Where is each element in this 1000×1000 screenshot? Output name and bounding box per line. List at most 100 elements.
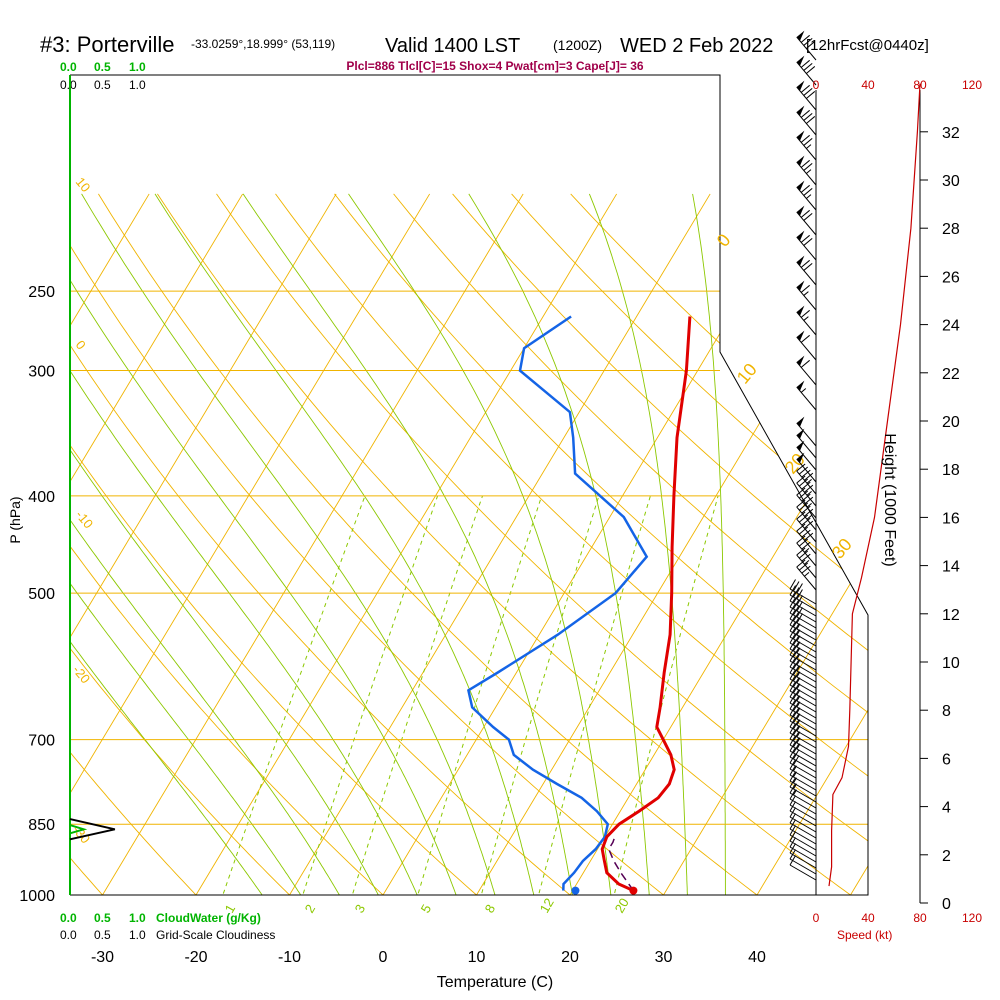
moist-adiabat-line [70, 193, 427, 895]
height-tick-label: 18 [942, 462, 960, 479]
wind-barb [789, 849, 817, 875]
thermo-background-lines [70, 193, 868, 895]
top-cloudwater-tick: 1.0 [129, 60, 146, 74]
wind-barb [796, 280, 817, 311]
cloudiness-label: Grid-Scale Cloudiness [156, 928, 275, 942]
moist-adiabat-line [242, 193, 577, 895]
dry-adiabat-line [275, 193, 868, 895]
height-tick-label: 28 [942, 221, 960, 238]
wind-barb [789, 843, 817, 869]
top-cloudiness-tick: 0.0 [60, 78, 77, 92]
surface-temperature-marker [629, 886, 638, 895]
speed-tick-label-top: 120 [962, 78, 982, 92]
bottom-cloudiness-tick: 1.0 [129, 928, 146, 942]
moist-adiabat-line [81, 193, 502, 895]
wind-barb [796, 380, 817, 411]
mixing-ratio-label: 8 [482, 902, 499, 916]
wind-barb [796, 230, 817, 261]
mixing-ratio-line [532, 495, 651, 895]
wind-barb [796, 559, 817, 591]
stability-indices: Plcl=886 Tlcl[C]=15 Shox=4 Pwat[cm]=3 Ca… [346, 59, 643, 73]
dry-adiabat-line [216, 193, 868, 895]
dewpoint-profile-line [466, 315, 649, 891]
wind-barb [796, 523, 817, 555]
dry-adiabat-line [70, 193, 123, 895]
wind-speed-profile-line [828, 83, 921, 887]
plot-frame [70, 74, 869, 896]
isotherm-label: 10 [733, 359, 761, 387]
dry-adiabat-line [70, 193, 596, 895]
x-axis-label: Temperature (C) [437, 974, 553, 991]
height-tick-label: 0 [942, 896, 951, 913]
cloudiness-profile [69, 818, 116, 841]
wind-barb [789, 579, 817, 605]
wind-barbs [789, 30, 817, 881]
speed-tick-label-bottom: 120 [962, 911, 982, 925]
mixing-ratio-label: 3 [352, 902, 369, 916]
wind-barb [796, 305, 817, 336]
wind-barb [796, 155, 817, 186]
mixing-ratio-label: 2 [302, 902, 319, 916]
isotherm-line [264, 193, 711, 895]
pressure-tick-label: 850 [28, 817, 55, 834]
wind-barb [796, 130, 817, 161]
wind-barb [796, 440, 817, 471]
top-cloudiness-tick: 0.5 [94, 78, 111, 92]
dry-adiabat-line [393, 193, 868, 895]
isotherm-line [357, 193, 805, 895]
height-tick-label: 24 [942, 318, 960, 335]
dry-adiabat-line [70, 193, 407, 895]
moist-adiabat-line [70, 193, 465, 895]
isotherm-line [825, 193, 868, 895]
forecast-date: WED 2 Feb 2022 [620, 35, 773, 57]
height-tick-label: 32 [942, 125, 960, 142]
cloud-profile [69, 818, 116, 841]
wind-barb [796, 255, 817, 286]
pressure-tick-label: 1000 [19, 888, 55, 905]
isotherm-line [70, 193, 150, 895]
dry-adiabat-line [511, 193, 868, 895]
top-cloudwater-tick: 0.0 [60, 60, 77, 74]
mixing-ratio-label: 20 [612, 895, 632, 915]
mixing-ratio-line [215, 495, 366, 895]
wind-barb [796, 463, 817, 495]
temperature-tick-label: -30 [91, 949, 114, 966]
moist-adiabat-line [468, 193, 652, 895]
speed-tick-label-bottom: 40 [861, 911, 875, 925]
height-axis-label: Height (1000 Feet) [881, 433, 898, 566]
mixing-ratio-line [295, 495, 439, 895]
mixing-ratio-line [474, 495, 600, 895]
height-tick-label: 30 [942, 173, 960, 190]
dry-adiabat-label: -20 [70, 662, 94, 686]
temperature-profile-line [600, 316, 692, 892]
wind-barb [796, 30, 817, 61]
speed-tick-label-bottom: 0 [813, 911, 820, 925]
bottom-cloudwater-tick: 0.0 [60, 911, 77, 925]
dry-adiabat-line [70, 193, 217, 895]
wind-barb [796, 105, 817, 136]
forecast-hour: [12hrFcst@0440z] [806, 37, 929, 54]
temperature-tick-label: -20 [184, 949, 207, 966]
height-tick-label: 22 [942, 366, 960, 383]
temperature-tick-label: 20 [561, 949, 579, 966]
moist-adiabat-line [70, 193, 278, 895]
dry-adiabat-line [70, 193, 312, 895]
wind-barb [796, 355, 817, 386]
temperature-tick-label: 0 [379, 949, 388, 966]
wind-barb [796, 511, 817, 543]
top-cloudwater-tick: 0.5 [94, 60, 111, 74]
isotherm-label: 30 [828, 534, 856, 562]
moist-adiabat-line [692, 193, 726, 895]
top-cloud-scales: 0.0 0.5 1.0 0.0 0.5 1.0 [60, 60, 146, 92]
height-tick-label: 14 [942, 559, 960, 576]
mixing-ratio-line [411, 495, 543, 895]
isotherm-line [544, 193, 868, 895]
surface-dewpoint-marker [571, 886, 580, 895]
dry-adiabat-line [98, 193, 786, 895]
dry-adiabat-line [334, 193, 868, 895]
pressure-tick-label: 250 [28, 284, 55, 301]
dry-adiabat-label: -10 [73, 507, 97, 531]
moist-adiabat-line [70, 193, 315, 895]
height-tick-label: 12 [942, 607, 960, 624]
dry-adiabat-line [70, 193, 502, 895]
